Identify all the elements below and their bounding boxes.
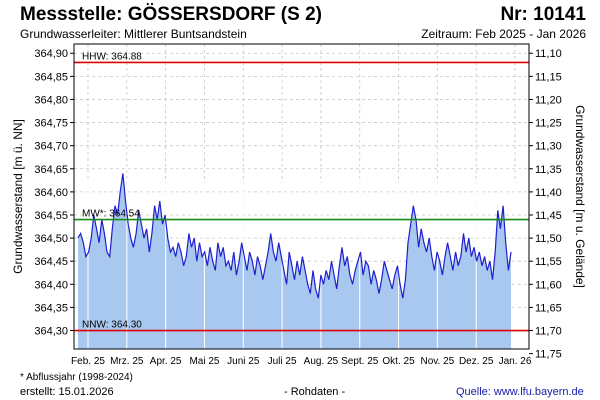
reference-label-hhw: HHW: 364.88	[82, 51, 142, 62]
y2-tick-label: 11,65	[535, 302, 562, 314]
water-level-area	[78, 173, 511, 349]
y-axis-label: Grundwasserstand [m ü. NN]	[11, 119, 25, 274]
water-level-line	[77, 173, 512, 299]
y-tick-label: 364,85	[34, 71, 68, 83]
y-tick-label: 364,90	[34, 48, 68, 60]
y2-tick-label: 11,15	[535, 71, 562, 83]
y2-tick-label: 11,40	[535, 187, 562, 199]
y-tick-label: 364,50	[34, 233, 68, 245]
y-tick-label: 364,55	[34, 210, 68, 222]
y-tick-label: 364,70	[34, 141, 68, 153]
x-tick-label: Sept. 25	[341, 356, 379, 367]
x-tick-label: Okt. 25	[382, 356, 415, 367]
reference-label-nnw: NNW: 364.30	[82, 320, 142, 331]
y2-tick-label: 11,20	[535, 94, 562, 106]
y2-tick-label: 11,45	[535, 210, 562, 222]
rawdata-note: - Rohdaten -	[284, 386, 346, 398]
y-tick-label: 364,75	[34, 118, 68, 130]
y2-tick-label: 11,10	[535, 48, 562, 60]
footnote: * Abflussjahr (1998-2024)	[20, 372, 133, 383]
x-tick-label: Mai 25	[189, 356, 219, 367]
x-tick-label: Juli 25	[268, 356, 297, 367]
y-tick-label: 364,35	[34, 302, 68, 314]
x-tick-label: Jan. 26	[499, 356, 532, 367]
reference-label-mw: MW*: 364.54	[82, 209, 140, 220]
page-title: Messstelle: GÖSSERSDORF (S 2)	[20, 4, 322, 25]
y-tick-label: 364,30	[34, 326, 68, 338]
y-tick-label: 364,45	[34, 256, 68, 268]
aquifer-label: Grundwasserleiter: Mittlerer Buntsandste…	[20, 27, 247, 41]
y-tick-label: 364,65	[34, 164, 68, 176]
x-tick-label: Nov. 25	[420, 356, 454, 367]
created-date: erstellt: 15.01.2026	[20, 386, 114, 398]
plot-frame	[73, 43, 530, 350]
source-link[interactable]: Quelle: www.lfu.bayern.de	[456, 386, 584, 398]
x-tick-label: Aug. 25	[304, 356, 339, 367]
station-number: Nr: 10141	[500, 4, 586, 25]
x-tick-label: Juni 25	[227, 356, 260, 367]
y2-tick-label: 11,55	[535, 256, 562, 268]
y-tick-label: 364,40	[34, 279, 68, 291]
x-tick-label: Feb. 25	[71, 356, 105, 367]
y2-tick-label: 11,25	[535, 118, 562, 130]
x-tick-label: Apr. 25	[150, 356, 182, 367]
x-tick-label: Dez. 25	[459, 356, 494, 367]
y-tick-label: 364,80	[34, 94, 68, 106]
y2-tick-label: 11,60	[535, 279, 562, 291]
y-tick-label: 364,60	[34, 187, 68, 199]
period-label: Zeitraum: Feb 2025 - Jan 2026	[421, 27, 586, 41]
y2-tick-label: 11,30	[535, 141, 562, 153]
y2-tick-label: 11,50	[535, 233, 562, 245]
y2-axis-label: Grundwasserstand [m u. Gelände]	[573, 105, 587, 288]
y2-tick-label: 11,75	[535, 349, 562, 361]
y2-tick-label: 11,70	[535, 326, 562, 338]
y2-tick-label: 11,35	[535, 164, 562, 176]
x-tick-label: Mrz. 25	[110, 356, 144, 367]
